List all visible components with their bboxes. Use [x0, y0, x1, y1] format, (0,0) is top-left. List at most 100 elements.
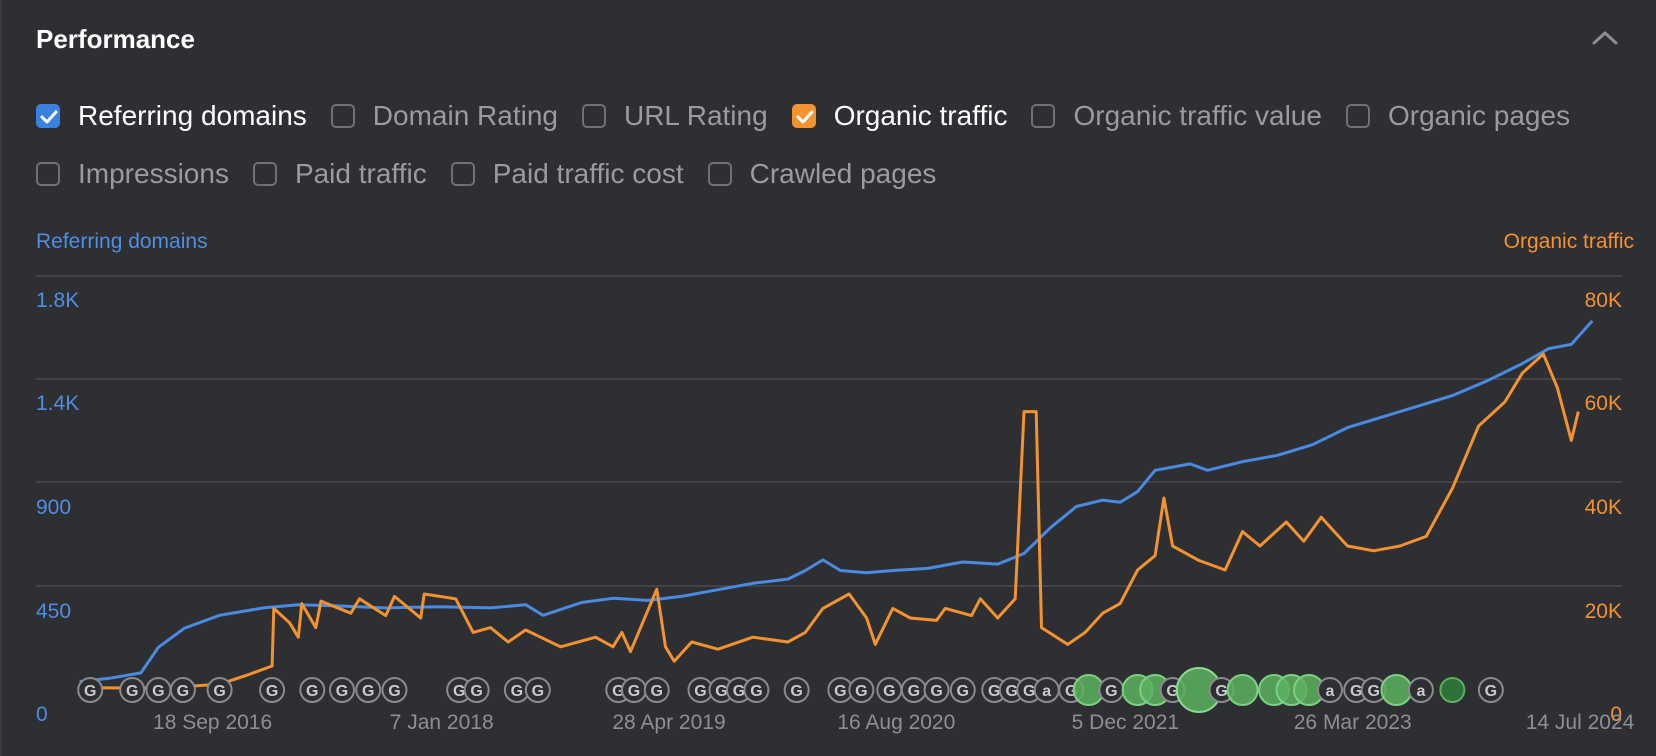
checkbox-box — [1345, 104, 1370, 128]
google-update-marker — [1226, 674, 1259, 706]
chevron-up-icon[interactable] — [1590, 26, 1620, 50]
google-update-marker — [259, 677, 286, 703]
google-g-icon: G — [177, 683, 189, 700]
google-g-icon: G — [152, 683, 164, 700]
organic-traffic-line — [79, 352, 1580, 690]
left-tick-label: 1.4K — [36, 392, 79, 415]
x-tick-label: 14 Jul 2024 — [1526, 711, 1635, 734]
checkbox-organic-traffic[interactable]: Organic traffic — [791, 100, 1008, 132]
checkbox-impressions[interactable]: Impressions — [36, 158, 229, 190]
google-update-marker — [743, 677, 770, 703]
right-tick-label: 20K — [1585, 600, 1622, 623]
google-g-icon: G — [790, 683, 802, 700]
google-update-marker — [1477, 677, 1504, 703]
x-tick-label: 7 Jan 2018 — [390, 711, 494, 734]
checkbox-box — [252, 162, 277, 186]
google-update-marker — [119, 677, 146, 703]
check-icon — [791, 104, 816, 128]
google-g-icon: G — [1215, 683, 1227, 700]
checkbox-label: Organic traffic value — [1073, 100, 1322, 131]
google-g-icon: G — [84, 683, 96, 700]
google-g-icon: G — [1006, 683, 1018, 700]
checkbox-domain-rating[interactable]: Domain Rating — [330, 100, 558, 132]
google-g-icon: G — [694, 683, 706, 700]
metric-toggles-row-1: Referring domains Domain Rating URL Rati… — [36, 100, 1594, 132]
google-update-marker — [299, 677, 326, 703]
google-g-icon: G — [306, 683, 318, 700]
google-update-marker — [524, 677, 551, 703]
google-update-marker — [169, 677, 196, 703]
google-update-marker — [1316, 677, 1343, 703]
checkbox-url-rating[interactable]: URL Rating — [581, 100, 768, 132]
checkbox-box — [707, 162, 732, 186]
checkbox-organic-traffic-value[interactable]: Organic traffic value — [1031, 100, 1322, 132]
google-g-icon: G — [1166, 683, 1178, 700]
checkbox-paid-traffic[interactable]: Paid traffic — [252, 158, 427, 190]
google-g-icon: G — [532, 683, 544, 700]
checkbox-paid-traffic-cost[interactable]: Paid traffic cost — [450, 158, 684, 190]
checkbox-box — [330, 104, 355, 128]
right-tick-label: 0 — [1610, 703, 1622, 726]
google-g-icon: G — [750, 683, 762, 700]
google-g-icon: G — [336, 683, 348, 700]
google-g-icon: G — [362, 683, 374, 700]
x-tick-label: 16 Aug 2020 — [837, 711, 955, 734]
google-update-marker — [949, 677, 976, 703]
checkbox-label: Referring domains — [78, 100, 307, 131]
checkbox-label: Organic pages — [1387, 100, 1571, 131]
checkbox-organic-pages[interactable]: Organic pages — [1345, 100, 1571, 132]
referring-domains-line — [79, 319, 1594, 683]
google-update-marker — [77, 677, 104, 703]
google-g-icon: G — [957, 683, 969, 700]
checkbox-label: Paid traffic — [294, 158, 427, 189]
google-update-marker — [643, 677, 670, 703]
checkbox-box — [36, 162, 60, 186]
right-tick-label: 40K — [1585, 496, 1622, 519]
google-g-icon: G — [883, 683, 895, 700]
checkbox-label: Impressions — [78, 158, 229, 189]
google-g-icon: G — [855, 683, 867, 700]
checkbox-box — [581, 104, 606, 128]
right-tick-label: 80K — [1585, 289, 1622, 312]
google-g-icon: G — [1023, 683, 1035, 700]
left-axis-title: Referring domains — [36, 230, 208, 253]
google-update-marker — [783, 677, 810, 703]
checkbox-crawled-pages[interactable]: Crawled pages — [707, 158, 936, 190]
checkbox-box — [1031, 104, 1056, 128]
google-g-icon: G — [1485, 683, 1497, 700]
google-update-marker — [1380, 674, 1413, 706]
google-g-icon: G — [388, 683, 400, 700]
google-g-icon: G — [651, 683, 663, 700]
google-update-marker — [923, 677, 950, 703]
google-g-icon: G — [511, 683, 523, 700]
google-g-icon: G — [628, 683, 640, 700]
google-update-marker — [848, 677, 875, 703]
google-g-icon: G — [453, 683, 465, 700]
google-g-icon: G — [470, 683, 482, 700]
checkbox-label: Organic traffic — [833, 100, 1008, 131]
google-update-marker — [355, 677, 382, 703]
google-update-marker — [1439, 677, 1466, 703]
google-g-icon: G — [266, 683, 278, 700]
google-update-marker — [463, 677, 490, 703]
google-g-icon: a — [1042, 683, 1051, 700]
x-tick-label: 18 Sep 2016 — [153, 711, 272, 734]
google-g-icon: a — [1326, 683, 1335, 700]
google-update-marker — [329, 677, 356, 703]
left-tick-label: 900 — [36, 496, 71, 519]
x-tick-label: 26 Mar 2023 — [1294, 711, 1412, 734]
google-g-icon: G — [930, 683, 942, 700]
x-tick-label: 5 Dec 2021 — [1072, 711, 1179, 734]
checkbox-label: Paid traffic cost — [492, 158, 684, 189]
checkbox-referring-domains[interactable]: Referring domains — [36, 100, 307, 132]
google-update-marker — [1407, 677, 1434, 703]
check-icon — [36, 104, 60, 128]
google-g-icon: G — [1350, 683, 1362, 700]
left-tick-label: 450 — [36, 600, 71, 623]
google-g-icon: G — [213, 683, 225, 700]
right-axis-title: Organic traffic — [1503, 230, 1634, 253]
checkbox-label: Domain Rating — [372, 100, 558, 131]
google-g-icon: G — [126, 683, 138, 700]
